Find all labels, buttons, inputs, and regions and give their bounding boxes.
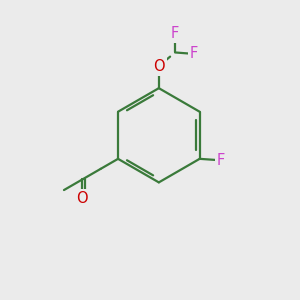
- Text: O: O: [76, 191, 88, 206]
- Text: O: O: [153, 58, 165, 74]
- Text: F: F: [190, 46, 198, 62]
- Text: F: F: [171, 26, 179, 41]
- Text: F: F: [217, 153, 225, 168]
